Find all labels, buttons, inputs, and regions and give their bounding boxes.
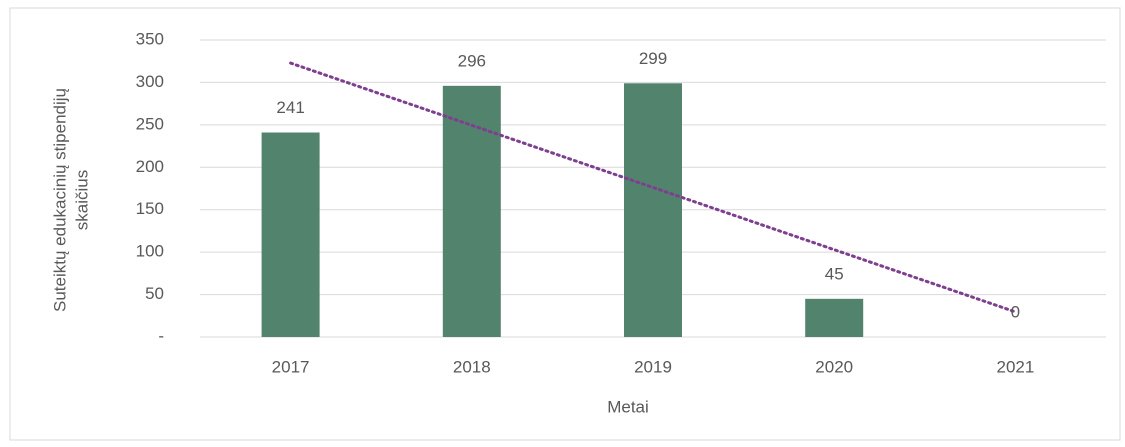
- y-tick-label: 200: [136, 157, 164, 176]
- chart-border: [9, 7, 1121, 441]
- y-tick-label: 50: [145, 284, 164, 303]
- y-tick-label: 350: [136, 29, 164, 48]
- y-tick-label: 100: [136, 242, 164, 261]
- y-tick-label: 300: [136, 72, 164, 91]
- data-label: 296: [458, 51, 486, 70]
- data-label: 241: [276, 98, 304, 117]
- bar: [805, 298, 864, 337]
- x-tick-label: 2017: [272, 357, 310, 376]
- x-axis-label: Metai: [607, 397, 649, 416]
- y-axis-label-line: skaičius: [72, 170, 91, 230]
- bar: [624, 83, 682, 337]
- y-tick-label: 250: [136, 114, 164, 133]
- trendline: [289, 61, 1017, 314]
- y-tick-label: 150: [136, 199, 164, 218]
- x-tick-label: 2018: [453, 357, 491, 376]
- x-tick-label: 2020: [815, 357, 853, 376]
- data-label: 299: [639, 49, 667, 68]
- data-label: 0: [1011, 302, 1020, 321]
- y-axis-label-line: Suteiktų edukacinių stipendijų: [50, 88, 69, 312]
- data-label: 45: [825, 264, 844, 283]
- bar: [442, 85, 501, 337]
- x-tick-label: 2021: [996, 357, 1034, 376]
- x-tick-label: 2019: [634, 357, 672, 376]
- bar: [261, 132, 320, 337]
- y-axis-label: Suteiktų edukacinių stipendijų skaičius: [50, 88, 91, 312]
- y-tick-label: -: [158, 326, 164, 345]
